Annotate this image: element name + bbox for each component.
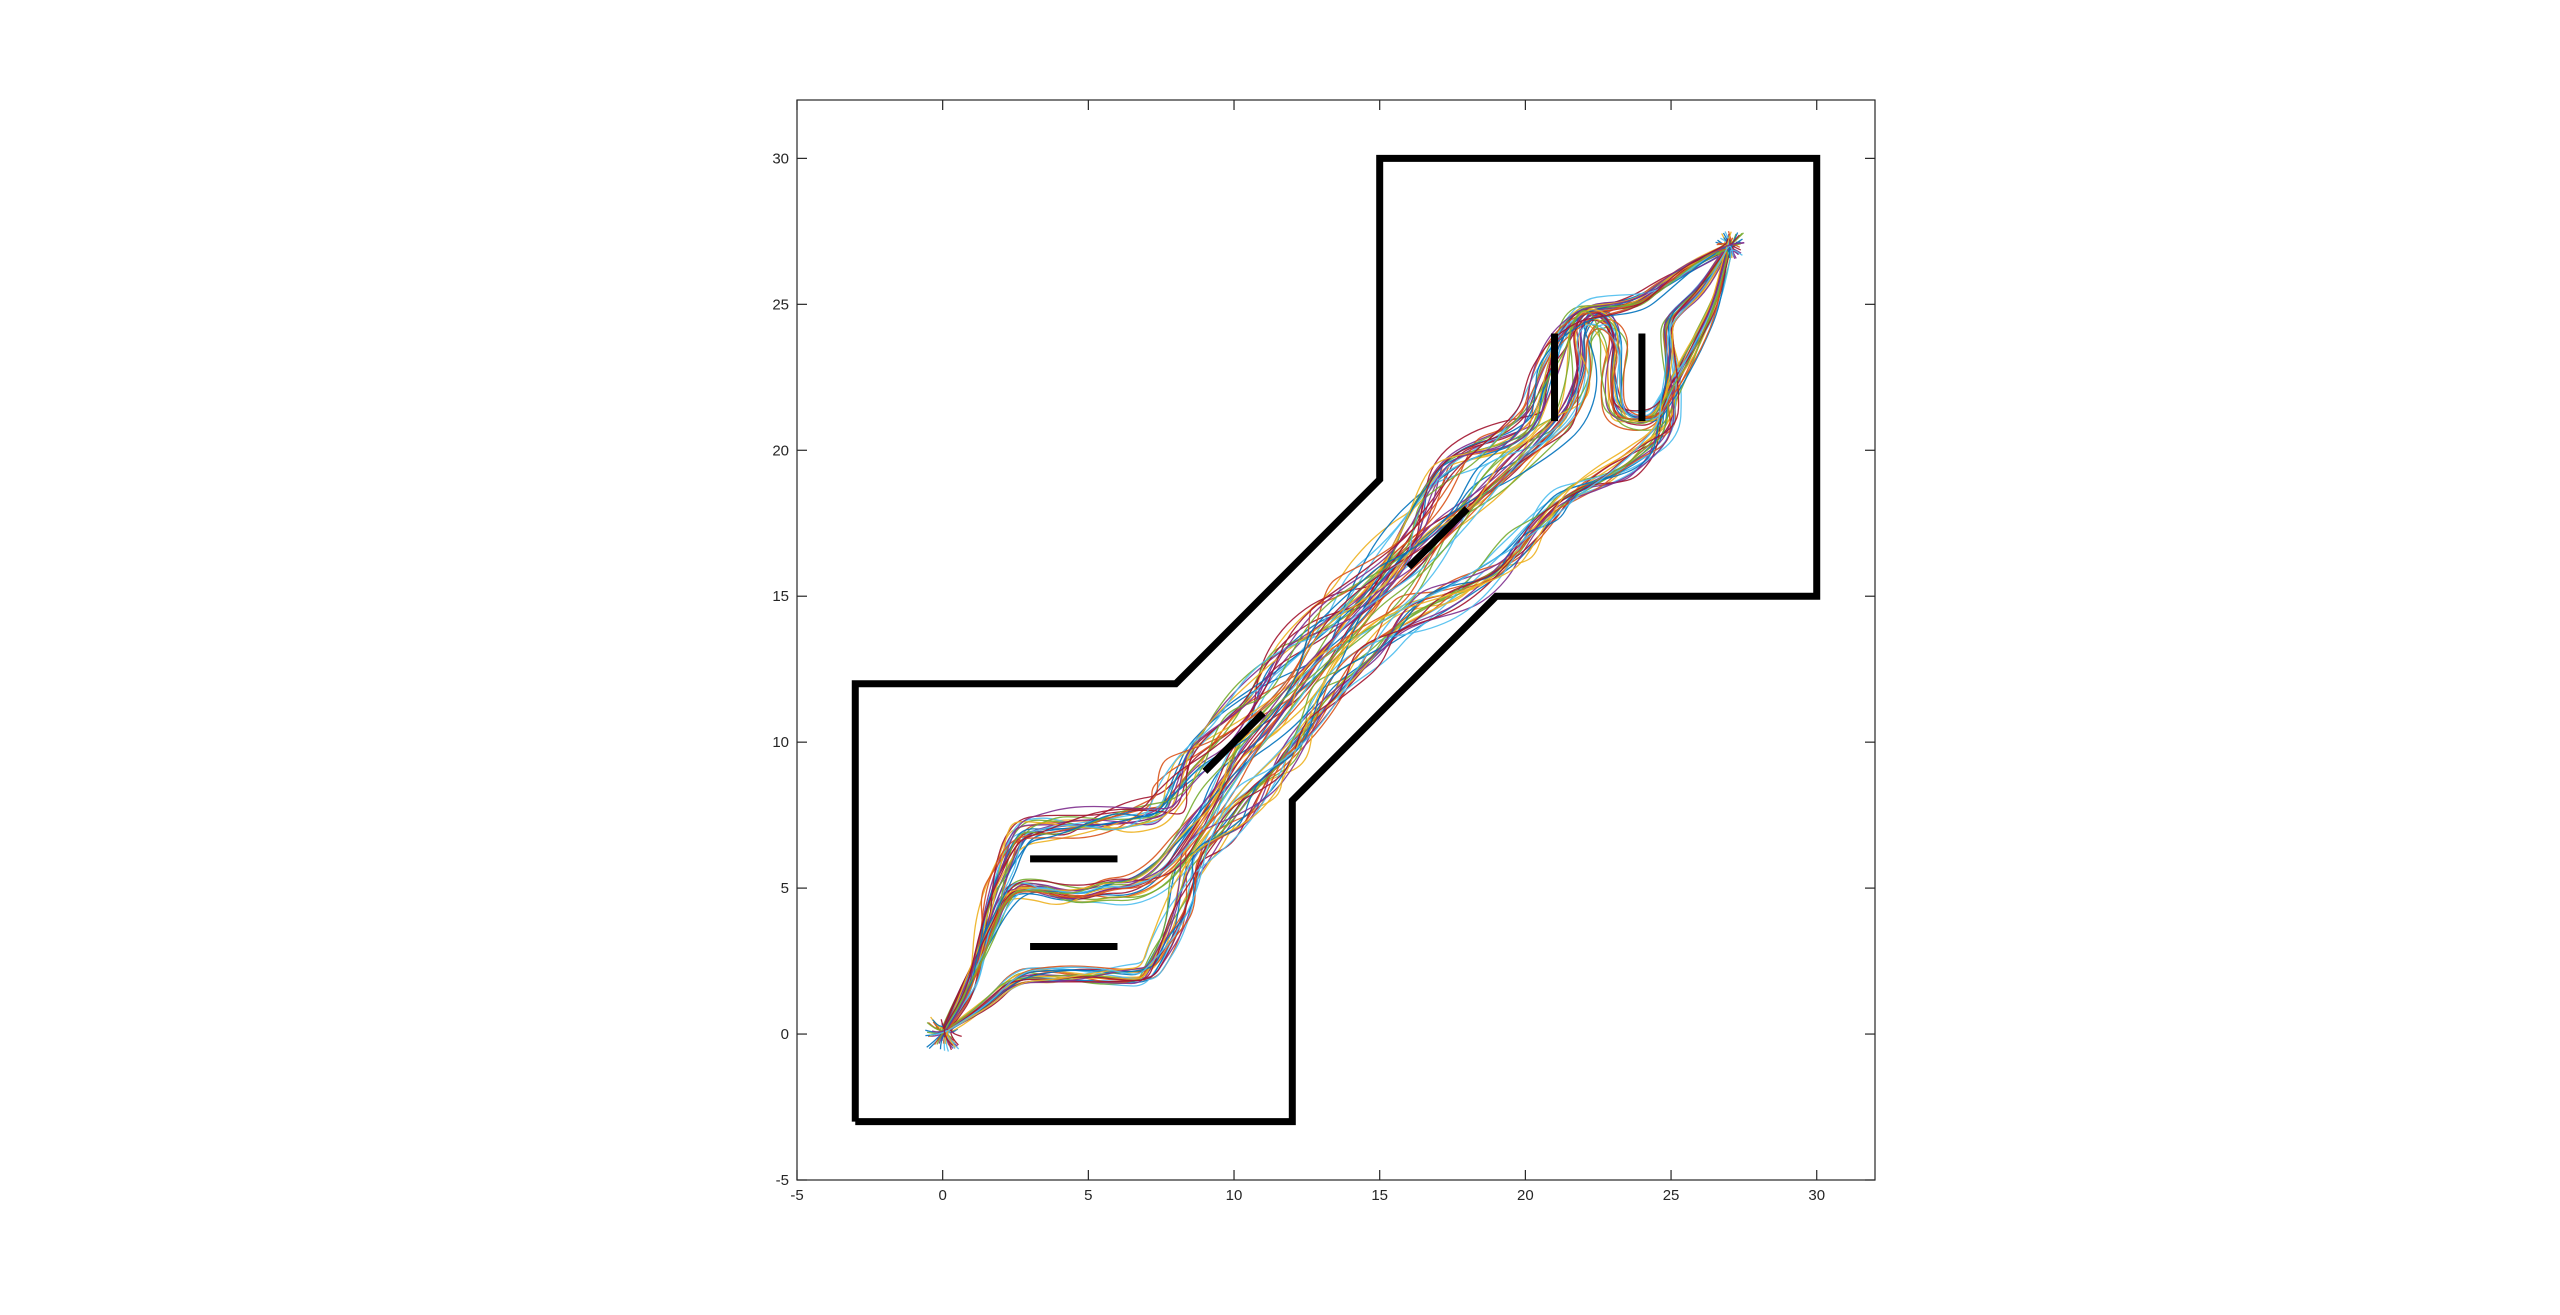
trajectory-33	[926, 241, 1732, 1035]
trajectory-55	[945, 231, 1730, 1036]
y-tick-label: 20	[772, 442, 789, 459]
x-tick-label: 0	[939, 1187, 947, 1204]
boundary-wall	[851, 154, 1821, 1126]
trajectory-36	[939, 248, 1729, 1038]
trajectory-28	[944, 241, 1738, 1038]
trajectory-60	[945, 248, 1740, 1049]
trajectory-44	[946, 239, 1731, 1030]
trajectory-40	[945, 232, 1743, 1034]
trajectory-64	[925, 246, 1731, 1037]
obstacle-4	[1406, 506, 1470, 570]
trajectory-39	[941, 238, 1730, 1041]
environment-walls-group	[851, 154, 1821, 1126]
trajectory-43	[946, 237, 1728, 1031]
trajectory-46	[937, 251, 1728, 1041]
x-tick-label: 20	[1517, 1187, 1534, 1204]
x-tick-label: 30	[1808, 1187, 1825, 1204]
y-tick-label: 25	[772, 296, 789, 313]
trajectory-13	[945, 246, 1726, 1042]
trajectory-3	[942, 249, 1729, 1033]
trajectory-48	[943, 244, 1727, 1051]
y-tick-label: 10	[772, 734, 789, 751]
trajectory-50	[932, 232, 1730, 1028]
y-tick-label: 30	[772, 150, 789, 167]
y-tick-label: 0	[781, 1026, 789, 1043]
trajectory-58	[945, 242, 1727, 1037]
trajectory-57	[939, 232, 1739, 1050]
trajectory-68	[926, 249, 1729, 1031]
y-tick-label: -5	[776, 1172, 789, 1189]
x-tick-label: 10	[1226, 1187, 1243, 1204]
trajectory-54	[940, 232, 1744, 1035]
trajectory-27	[946, 237, 1728, 1044]
trajectory-34	[946, 235, 1729, 1050]
axes-group: -5 0 5 10 15 20 25 30 -5 0 5 10 15 20 25 30	[772, 99, 1876, 1204]
x-tick-label: 5	[1084, 1187, 1092, 1204]
obstacle-3	[1202, 710, 1266, 774]
y-tick-label: 15	[772, 588, 789, 605]
trajectory-30	[945, 244, 1741, 1046]
trajectory-65	[945, 248, 1728, 1038]
trajectory-63	[940, 234, 1740, 1031]
trajectory-69	[929, 245, 1734, 1036]
trajectory-series-group	[925, 231, 1745, 1052]
axes-box	[796, 99, 1876, 1181]
trajectory-66	[944, 243, 1728, 1044]
trajectory-67	[931, 242, 1745, 1033]
x-tick-label: 25	[1663, 1187, 1680, 1204]
trajectory-49	[949, 245, 1739, 1046]
x-tick-label: 15	[1371, 1187, 1388, 1204]
trajectory-12	[948, 233, 1737, 1033]
trajectory-42	[950, 246, 1729, 1038]
y-tick-label: 5	[781, 880, 789, 897]
x-tick-label: -5	[790, 1187, 803, 1204]
